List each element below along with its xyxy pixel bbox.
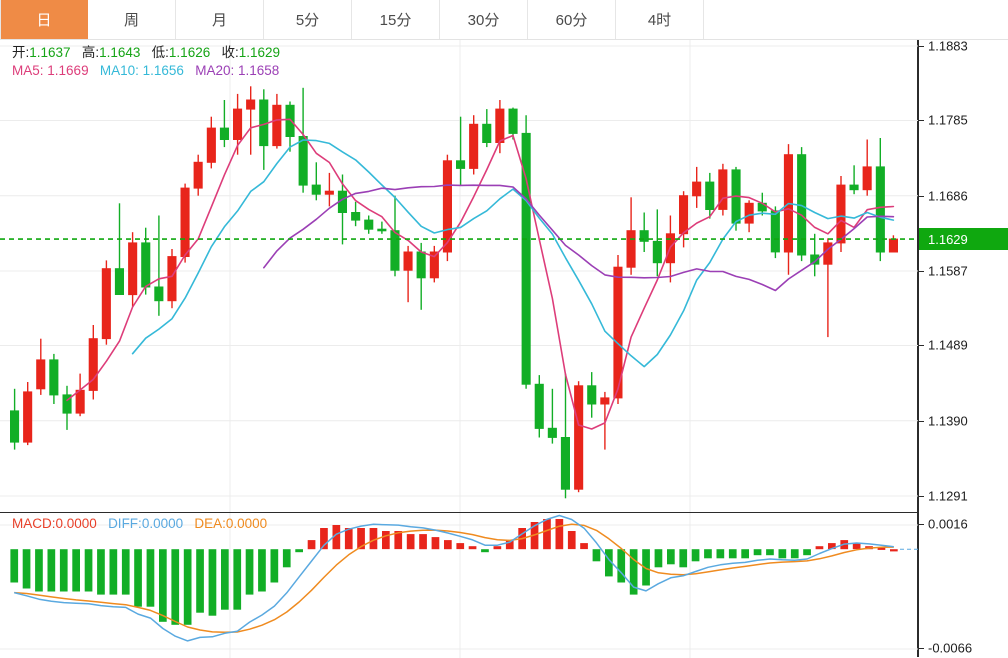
tab-bar-filler	[704, 0, 1008, 39]
price-axis: 1.1883 1.1785 1.1686 1.1587 1.1489 1.1390 1.12…	[918, 38, 1008, 657]
macd-panel[interactable]: MACD:0.0000 DIFF:0.0000 DEA:0.0000	[0, 512, 918, 658]
tab-day-label: 日	[36, 12, 52, 29]
axis-tick	[918, 524, 924, 525]
price-axis-tick-5: 1.1390	[928, 413, 968, 429]
macd-label: MACD:	[12, 516, 56, 531]
tab-4hour[interactable]: 4时	[616, 0, 704, 39]
tab-60min[interactable]: 60分	[528, 0, 616, 39]
macd-histogram-svg	[0, 513, 918, 658]
macd-axis-tick-1: -0.0066	[928, 640, 973, 656]
diff-value: 0.0000	[141, 516, 184, 531]
diff-label: DIFF:	[108, 516, 142, 531]
tab-day[interactable]: 日	[0, 0, 88, 39]
tab-4hour-label: 4时	[647, 12, 672, 29]
tab-15min[interactable]: 15分	[352, 0, 440, 39]
current-price-badge: 1.1629	[918, 228, 1008, 251]
price-axis-tick-0: 1.1883	[928, 38, 968, 54]
price-axis-tick-2: 1.1686	[928, 188, 968, 204]
tab-5min-label: 5分	[295, 12, 320, 29]
axis-tick	[918, 496, 924, 497]
axis-tick	[918, 195, 924, 197]
tab-15min-label: 15分	[379, 12, 412, 29]
price-axis-tick-1: 1.1785	[928, 112, 968, 128]
chart-area: 开:1.1637 高:1.1643 低:1.1626 收:1.1629 MA5:…	[0, 38, 1008, 658]
tab-month[interactable]: 月	[176, 0, 264, 39]
price-panel[interactable]: 开:1.1637 高:1.1643 低:1.1626 收:1.1629 MA5:…	[0, 40, 918, 512]
axis-tick	[918, 420, 924, 422]
tab-60min-label: 60分	[555, 12, 588, 29]
tab-30min[interactable]: 30分	[440, 0, 528, 39]
axis-spine	[918, 40, 919, 657]
period-tab-bar: 日 周 月 5分 15分 30分 60分 4时	[0, 0, 1008, 40]
price-axis-tick-3: 1.1587	[928, 263, 968, 279]
axis-tick	[918, 345, 924, 347]
tab-week-label: 周	[123, 12, 139, 29]
tab-5min[interactable]: 5分	[264, 0, 352, 39]
price-axis-tick-6: 1.1291	[928, 488, 968, 504]
price-candlestick-svg	[0, 40, 918, 512]
axis-tick	[918, 648, 924, 649]
axis-tick	[918, 46, 924, 47]
macd-legend: MACD:0.0000 DIFF:0.0000 DEA:0.0000	[12, 516, 267, 531]
dea-label: DEA:	[194, 516, 226, 531]
tab-30min-label: 30分	[467, 12, 500, 29]
dea-value: 0.0000	[225, 516, 268, 531]
tab-week[interactable]: 周	[88, 0, 176, 39]
tab-month-label: 月	[211, 12, 227, 29]
macd-value: 0.0000	[55, 516, 97, 531]
price-axis-tick-4: 1.1489	[928, 337, 968, 353]
axis-tick	[918, 120, 924, 122]
axis-label-host: 1.1883 1.1785 1.1686 1.1587 1.1489 1.1390 1.12…	[918, 38, 1008, 657]
axis-tick	[918, 271, 924, 272]
macd-axis-tick-0: 0.0016	[928, 516, 968, 532]
